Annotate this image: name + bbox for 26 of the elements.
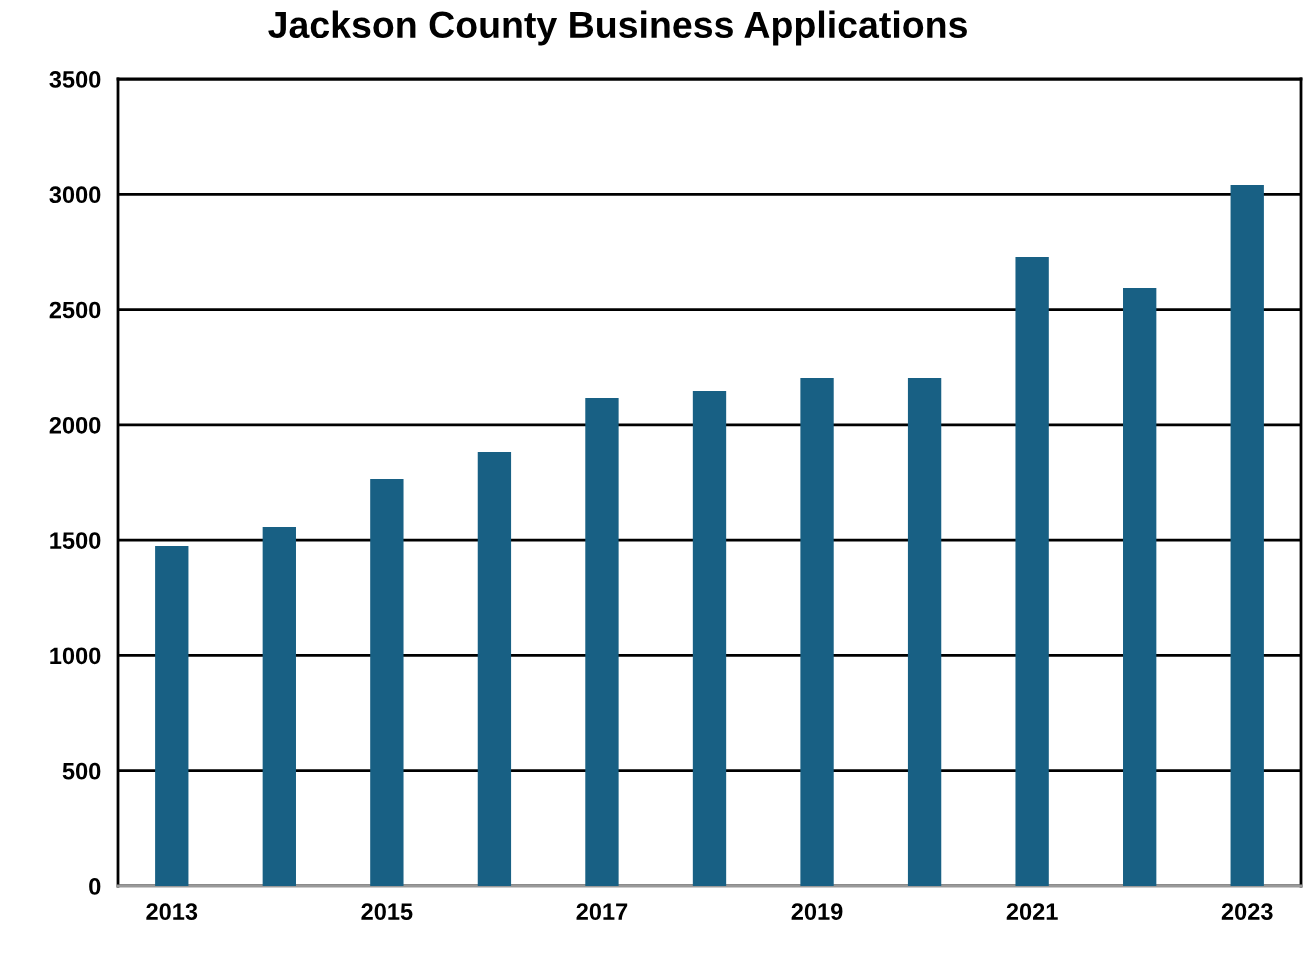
bar [155,545,189,886]
bar [477,452,512,886]
bar [585,398,619,886]
bar [800,378,834,886]
bar [907,378,942,886]
bar [370,479,404,886]
bar [692,390,727,886]
y-tick-label: 0 [89,878,101,895]
x-tick-label: 2013 [146,903,198,921]
y-tick-label: 1000 [50,647,101,665]
bar [1123,287,1157,886]
bar [1015,257,1049,886]
bar [1230,185,1264,886]
x-tick-label: 2021 [1006,903,1058,921]
x-tick-label: 2019 [791,903,843,921]
x-tick-label: 2017 [576,903,628,921]
y-tick-label: 1500 [50,532,101,549]
y-tick-label: 3000 [49,186,101,204]
x-tick-label: 2023 [1221,903,1273,921]
y-tick-label: 2500 [49,301,101,319]
y-tick-label: 2000 [49,416,101,434]
y-tick-label: 500 [62,762,101,780]
chart-title: Jackson County Business Applications [268,10,967,46]
x-tick-label: 2015 [361,903,413,921]
y-tick-label: 3500 [49,71,101,88]
bar [262,527,296,886]
